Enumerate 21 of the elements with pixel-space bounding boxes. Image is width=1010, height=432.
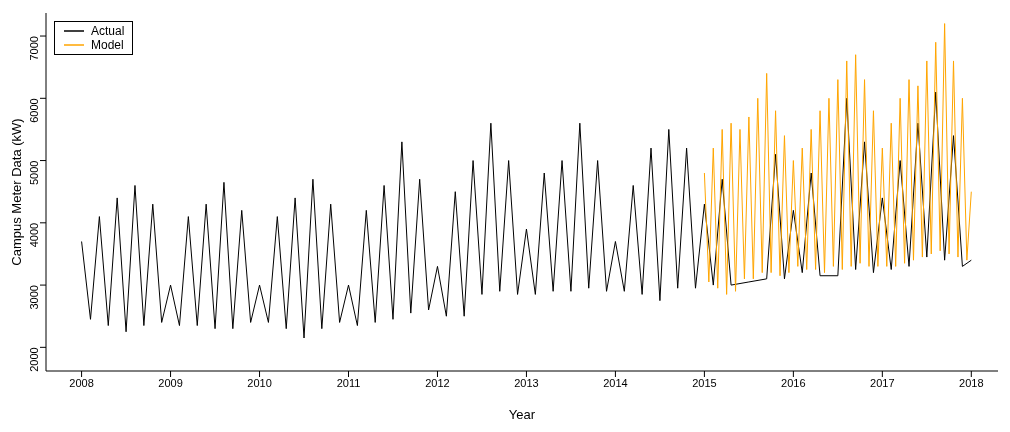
x-tick-label: 2017	[870, 376, 895, 389]
x-tick-label: 2009	[158, 376, 183, 389]
y-tick-label: 6000	[27, 98, 40, 123]
legend-label: Actual	[91, 24, 125, 38]
y-tick-label: 5000	[27, 160, 40, 186]
x-tick-label: 2014	[603, 376, 628, 389]
y-axis-title: Campus Meter Data (kW)	[8, 118, 24, 266]
x-tick-label: 2016	[781, 376, 806, 389]
x-tick-label: 2011	[336, 376, 361, 389]
y-tick-label: 3000	[27, 285, 40, 310]
x-tick-label: 2010	[247, 376, 272, 389]
legend-label: Model	[91, 38, 124, 52]
y-tick-label: 7000	[27, 36, 40, 61]
x-tick-label: 2008	[69, 376, 94, 389]
y-tick-label: 4000	[27, 222, 40, 248]
x-tick-label: 2015	[692, 376, 717, 389]
x-tick-label: 2012	[425, 376, 450, 389]
x-tick-label: 2013	[514, 376, 539, 389]
x-tick-label: 2018	[959, 376, 984, 389]
y-tick-label: 2000	[27, 347, 40, 372]
x-axis-title: Year	[508, 407, 536, 422]
